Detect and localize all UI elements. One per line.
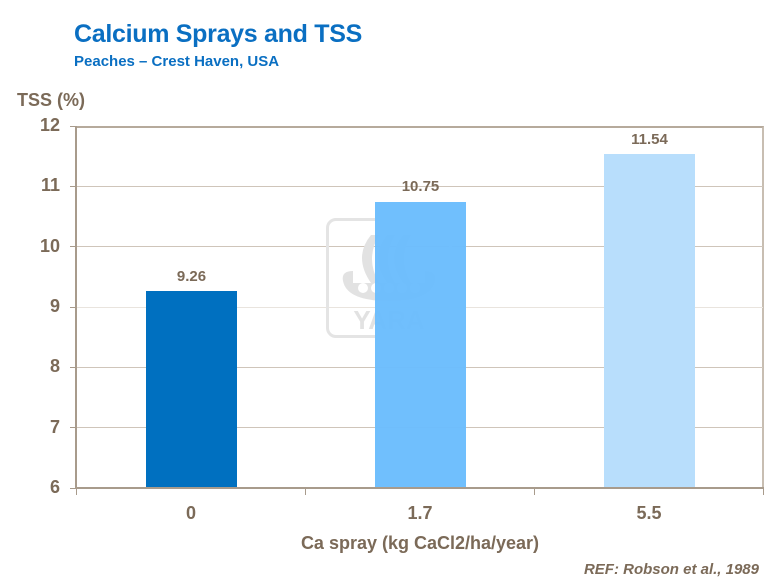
y-tick-mark: [70, 427, 76, 428]
y-axis-label: TSS (%): [17, 90, 86, 110]
bar-value-label: 10.75: [401, 178, 440, 195]
y-tick-label: 7: [49, 417, 60, 437]
y-tick-label: 6: [49, 477, 60, 497]
y-tick-mark: [70, 307, 76, 308]
x-tick-label: 0: [185, 503, 196, 523]
x-axis-line: [75, 487, 764, 489]
chart-title: Calcium Sprays and TSS: [74, 20, 362, 48]
reference-note: REF: Robson et al., 1989: [583, 561, 759, 578]
y-tick-mark: [70, 186, 76, 187]
bar-5-5: [604, 154, 695, 488]
y-tick-mark: [70, 367, 76, 368]
y-tick-label: 10: [39, 236, 60, 256]
x-tick-label: 5.5: [636, 503, 662, 523]
y-tick-label: 9: [49, 296, 60, 316]
bar-value-label: 9.26: [176, 268, 207, 285]
x-tick-mark: [305, 489, 306, 495]
gridline-11: [77, 186, 763, 187]
y-tick-label: 8: [49, 356, 60, 376]
y-tick-label: 11: [40, 175, 60, 195]
bar-value-label: 11.54: [631, 131, 668, 148]
plot-area: [76, 126, 764, 488]
chart-subtitle: Peaches – Crest Haven, USA: [74, 53, 280, 70]
y-tick-mark: [70, 488, 76, 489]
y-tick-label: 12: [39, 115, 60, 135]
x-tick-label: 1.7: [407, 503, 433, 523]
bar-0: [146, 291, 237, 488]
y-tick-mark: [70, 126, 76, 127]
bar-1-7: [375, 202, 466, 488]
x-axis-label: Ca spray (kg CaCl2/ha/year): [300, 533, 540, 553]
x-tick-mark: [763, 489, 764, 495]
x-tick-mark: [534, 489, 535, 495]
y-tick-mark: [70, 246, 76, 247]
y-axis-line: [75, 126, 77, 489]
x-tick-mark: [76, 489, 77, 495]
